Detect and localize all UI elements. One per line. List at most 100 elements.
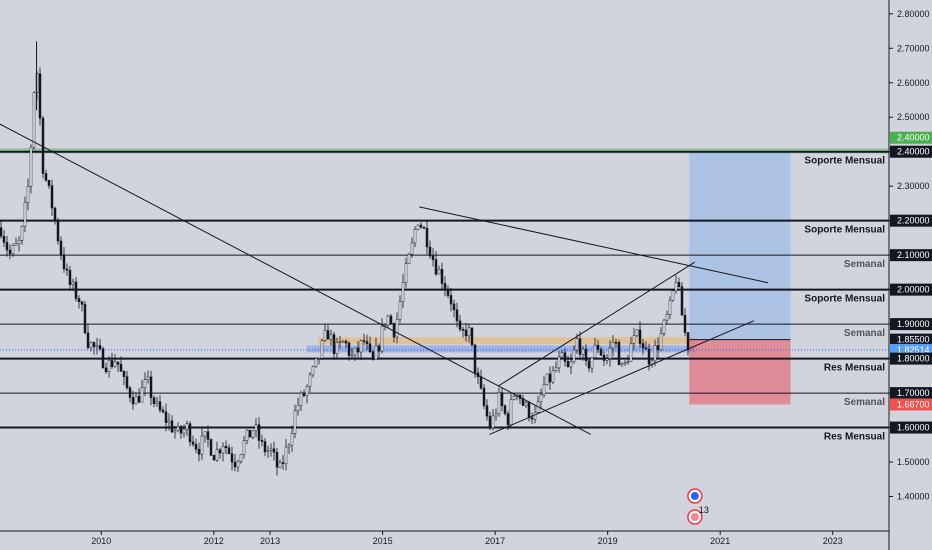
candle-body [200,435,204,455]
candle-body [296,404,300,412]
event-flag-icon [690,513,699,521]
event-flag-icon [690,492,699,500]
candle-body [323,330,327,341]
candle-body [356,347,360,353]
zone-rectangle[interactable] [317,337,695,345]
candle-body [662,319,666,334]
candle-body [239,454,243,462]
candle-body [389,315,393,324]
candle-body [206,431,210,440]
candle-body [233,461,237,468]
candle-body [410,242,414,255]
candle-body [446,289,450,296]
trendline[interactable] [497,261,696,387]
candle-body [488,415,492,429]
price-label-background [890,214,932,227]
candle-body [665,314,669,321]
candle-body [47,179,51,186]
candle-body [152,397,156,404]
time-axis[interactable]: 2010 2012 2013 2015 2017 2019 2021 2023 [0,530,889,546]
level-label: Res Mensual [824,363,885,374]
candle-body [569,361,573,368]
candle-body [212,455,216,461]
candle-body [404,263,408,283]
time-tick-label: 2012 [204,536,224,546]
candle-body [500,392,504,406]
time-tick-label: 2015 [373,536,393,546]
position-stop-zone[interactable] [689,339,791,405]
price-tick-label: 2.60000 [897,78,930,88]
candle-body [656,345,660,351]
zone-rectangle[interactable] [306,345,695,353]
position-target-zone[interactable] [689,151,791,340]
candle-body [119,363,123,372]
candle-body [2,235,6,243]
candle-body [143,379,147,388]
price-label-text: 2.40000 [897,133,930,143]
candle-body [23,202,27,227]
candle-body [293,410,297,434]
price-label-badge: 1.85500 [890,333,932,346]
candle-body [632,335,636,344]
candle-body [467,327,471,337]
candle-body [140,387,144,403]
candle-body [539,394,543,403]
time-tick-label: 2010 [91,536,111,546]
price-label-text: 2.40000 [897,147,930,157]
candle-body [512,396,516,400]
candle-body [230,453,234,463]
candle-body [32,92,36,148]
trendline[interactable] [489,320,755,435]
candle-body [398,301,402,320]
price-label-badge: 2.20000 [890,214,932,227]
candle-body [371,351,375,360]
candle-body [254,424,258,432]
time-tick-label: 2017 [485,536,505,546]
price-label-background [890,352,932,365]
candle-body [20,226,24,241]
candle-body [587,360,591,369]
trendline[interactable] [419,206,769,284]
candle-body [218,449,222,454]
candle-body [566,361,570,368]
candle-body [560,352,564,358]
candle-body [98,345,102,350]
candle-body [578,338,582,355]
candle-body [545,373,549,386]
candle-body [422,226,426,229]
candle-body [170,420,174,433]
candle-body [527,402,531,418]
candle-body [416,224,420,230]
trendline[interactable] [0,123,592,435]
candlestick-series[interactable] [0,41,690,476]
price-tick-label: 2.50000 [897,112,930,122]
candle-body [89,342,93,348]
plot-area[interactable]: Soporte Mensual Soporte Mensual Semanal Sop… [0,41,889,525]
candle-body [464,329,468,337]
price-label-background [890,398,932,411]
candle-body [380,326,384,352]
price-axis[interactable]: 2.80000 2.70000 2.60000 2.50000 2.40000 2.300… [888,0,932,550]
candle-body [116,361,120,365]
candle-body [299,392,303,406]
candle-body [437,269,441,275]
candle-body [623,361,627,364]
candle-body [533,412,537,420]
candle-body [320,340,324,359]
candle-body [497,392,501,415]
candle-body [428,246,432,257]
candle-body [110,360,114,367]
candle-body [83,304,87,334]
candle-body [290,433,294,446]
candle-body [236,461,240,468]
candle-body [554,367,558,372]
candle-body [548,373,552,383]
candle-body [155,401,159,404]
candle-body [203,431,207,437]
price-label-text: 1.82514 [897,345,930,355]
candle-body [68,270,72,285]
candle-body [659,333,663,351]
price-label-background [890,421,932,434]
candle-body [14,243,18,246]
